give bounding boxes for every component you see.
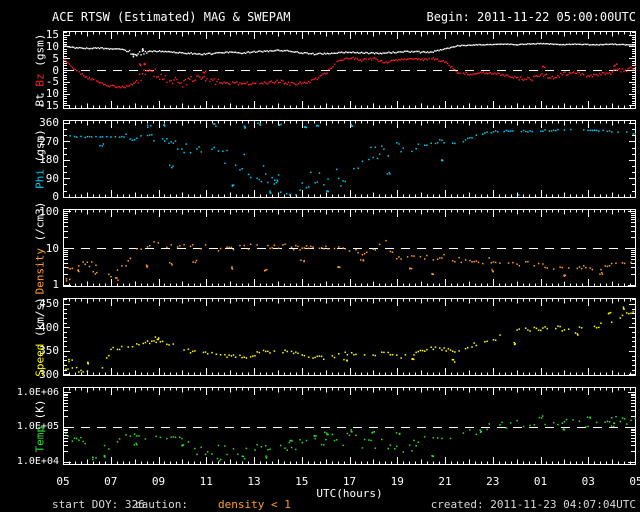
ytick-label-mag--10: -10: [39, 87, 59, 101]
xtick-label-05: 05: [629, 475, 640, 488]
ytick-label-temp-1.0E+06: 1.0E+06: [16, 386, 59, 398]
ylabel-part: Bt: [33, 86, 47, 107]
ylabel-part: Temp: [33, 426, 47, 453]
ylabel-part: (gsm): [33, 129, 47, 169]
ytick-label-speed-350: 350: [39, 344, 59, 358]
xtick-label-09: 09: [151, 475, 166, 488]
begin-timestamp: Begin: 2011-11-22 05:00:00UTC: [426, 10, 636, 24]
caution-value: density < 1: [218, 498, 291, 511]
ylabel-part: Density: [33, 248, 47, 295]
ytick-label-mag-15: 15: [45, 28, 59, 42]
ylabel-mag: Bt Bz (gsm): [34, 34, 47, 107]
ytick-label-density-1: 1: [52, 278, 59, 292]
ytick-label-phi-270: 270: [39, 134, 59, 148]
ytick-label-phi-360: 360: [39, 116, 59, 130]
ytick-label-mag-10: 10: [45, 39, 59, 53]
ylabel-temp: Temp (K): [34, 400, 47, 453]
ytick-label-phi-180: 180: [39, 153, 59, 167]
ylabel-part: (gsm): [33, 33, 47, 74]
xtick-label-01: 01: [533, 475, 548, 488]
caution-label: caution:: [135, 498, 188, 511]
ylabel-part: (/cm3): [33, 201, 47, 248]
ytick-label-density-100: 100: [39, 204, 59, 218]
ytick-label-density-10: 10: [45, 241, 59, 255]
ylabel-part: Bz: [33, 73, 47, 87]
ylabel-speed: Speed (km/s): [34, 297, 47, 376]
ylabel-part: (km/s): [33, 297, 47, 344]
ylabel-part: Speed: [33, 343, 47, 377]
xaxis-title: UTC(hours): [316, 487, 383, 500]
ytick-label-speed-450: 450: [39, 297, 59, 311]
xtick-label-11: 11: [199, 475, 213, 488]
ytick-label-mag-5: 5: [52, 51, 59, 65]
ytick-label-phi-0: 0: [52, 190, 59, 204]
xtick-label-05: 05: [56, 475, 70, 488]
panel-density-canvas: [63, 209, 636, 287]
xtick-label-07: 07: [104, 475, 118, 488]
xtick-label-15: 15: [295, 475, 309, 488]
ylabel-part: Phi: [33, 168, 47, 189]
panel-speed-canvas: [63, 298, 636, 376]
xtick-label-13: 13: [247, 475, 261, 488]
panel-mag-canvas: [63, 31, 636, 109]
plot-title: ACE RTSW (Estimated) MAG & SWEPAM: [52, 10, 291, 24]
xtick-label-17: 17: [342, 475, 357, 488]
xtick-label-23: 23: [486, 475, 500, 488]
xtick-label-03: 03: [581, 475, 595, 488]
ytick-label-speed-300: 300: [39, 367, 59, 381]
ylabel-phi: Phi (gsm): [34, 129, 47, 189]
start-doy-text: start DOY: 326: [52, 498, 145, 511]
panel-temp-canvas: [63, 387, 636, 465]
ylabel-density: Density (/cm3): [34, 202, 47, 295]
panel-phi-canvas: [63, 120, 636, 198]
created-timestamp: created: 2011-11-23 04:07:04UTC: [430, 498, 636, 511]
xtick-label-21: 21: [438, 475, 452, 488]
xtick-label-19: 19: [390, 475, 404, 488]
ytick-label-temp-1.0E+05: 1.0E+05: [16, 421, 59, 433]
ylabel-part: (K): [33, 399, 47, 426]
ytick-label-mag--5: -5: [45, 75, 59, 89]
ytick-label-temp-1.0E+04: 1.0E+04: [16, 456, 59, 468]
ytick-label-mag--15: -15: [39, 98, 59, 112]
ytick-label-mag-0: 0: [52, 63, 59, 77]
ytick-label-speed-400: 400: [39, 320, 59, 334]
ytick-label-phi-90: 90: [45, 171, 59, 185]
